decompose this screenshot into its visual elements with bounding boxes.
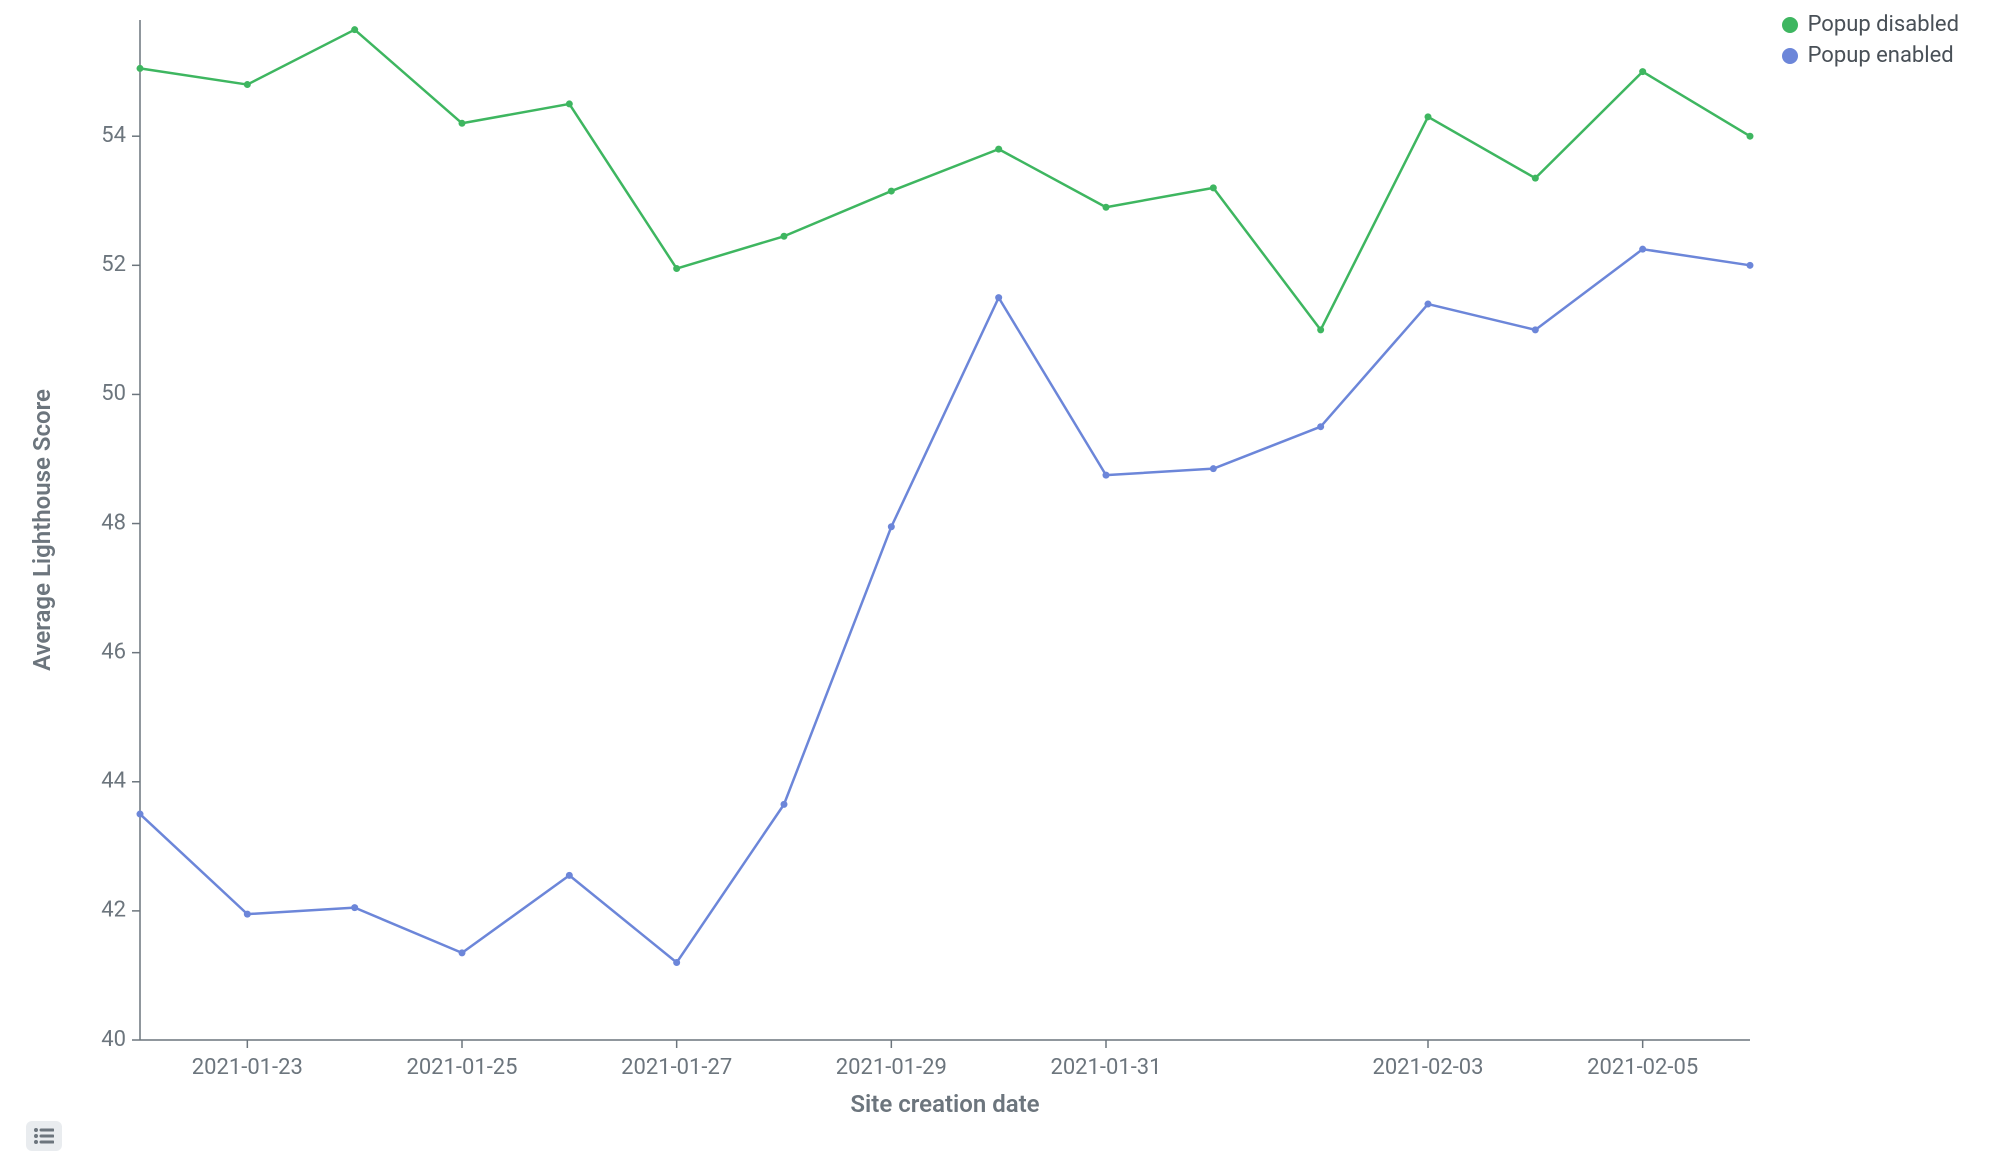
series-marker: [244, 911, 251, 918]
legend: Popup disabled Popup enabled: [1782, 12, 1959, 68]
series-marker: [1317, 326, 1324, 333]
series-marker: [137, 811, 144, 818]
x-tick-label: 2021-01-23: [192, 1055, 303, 1080]
series-marker: [566, 100, 573, 107]
y-tick-label: 44: [101, 769, 126, 794]
series-marker: [995, 294, 1002, 301]
legend-label-enabled: Popup enabled: [1808, 43, 1954, 68]
series-marker: [1639, 68, 1646, 75]
y-tick-label: 54: [101, 123, 126, 148]
y-tick-label: 52: [101, 252, 126, 277]
y-tick-label: 42: [101, 898, 126, 923]
legend-item-disabled[interactable]: Popup disabled: [1782, 12, 1959, 37]
series-marker: [137, 65, 144, 72]
series-marker: [1639, 246, 1646, 253]
chart-svg: 40 42 44 46 48 50 52 54 2021-01-23 2021-01-25 2021…: [0, 0, 1999, 1165]
series-marker: [673, 959, 680, 966]
x-tick-label: 2021-02-03: [1372, 1055, 1483, 1080]
series-marker: [1425, 301, 1432, 308]
y-tick-label: 50: [101, 381, 126, 406]
series-marker: [1210, 184, 1217, 191]
y-tick-label: 40: [101, 1027, 126, 1052]
x-axis-title: Site creation date: [850, 1090, 1039, 1118]
legend-item-enabled[interactable]: Popup enabled: [1782, 43, 1959, 68]
series-marker: [566, 872, 573, 879]
series-line: [140, 249, 1750, 962]
series-marker: [244, 81, 251, 88]
series-marker: [888, 188, 895, 195]
series-marker: [1103, 204, 1110, 211]
series-marker: [1532, 175, 1539, 182]
series-marker: [1210, 465, 1217, 472]
series-marker: [888, 523, 895, 530]
legend-toggle-button[interactable]: [26, 1121, 62, 1151]
series-marker: [459, 949, 466, 956]
y-tick-label: 48: [101, 510, 126, 535]
series-marker: [995, 146, 1002, 153]
series-line: [140, 30, 1750, 330]
legend-marker-disabled: [1782, 17, 1798, 33]
series-marker: [1425, 113, 1432, 120]
series-marker: [1747, 133, 1754, 140]
y-axis-title: Average Lighthouse Score: [28, 389, 56, 671]
series-marker: [1317, 423, 1324, 430]
legend-marker-enabled: [1782, 48, 1798, 64]
x-tick-label: 2021-01-25: [406, 1055, 517, 1080]
series-marker: [459, 120, 466, 127]
lighthouse-chart: 40 42 44 46 48 50 52 54 2021-01-23 2021-01-25 2021…: [0, 0, 1999, 1165]
series-marker: [351, 904, 358, 911]
x-tick-label: 2021-01-29: [836, 1055, 947, 1080]
y-tick-label: 46: [101, 639, 126, 664]
series-marker: [781, 801, 788, 808]
series-marker: [781, 233, 788, 240]
series-marker: [1103, 472, 1110, 479]
series-marker: [351, 26, 358, 33]
x-tick-label: 2021-01-27: [621, 1055, 732, 1080]
x-tick-label: 2021-02-05: [1587, 1055, 1698, 1080]
legend-label-disabled: Popup disabled: [1808, 12, 1959, 37]
list-icon: [34, 1128, 54, 1144]
series-marker: [673, 265, 680, 272]
x-tick-label: 2021-01-31: [1050, 1055, 1161, 1080]
series-marker: [1747, 262, 1754, 269]
series-marker: [1532, 326, 1539, 333]
